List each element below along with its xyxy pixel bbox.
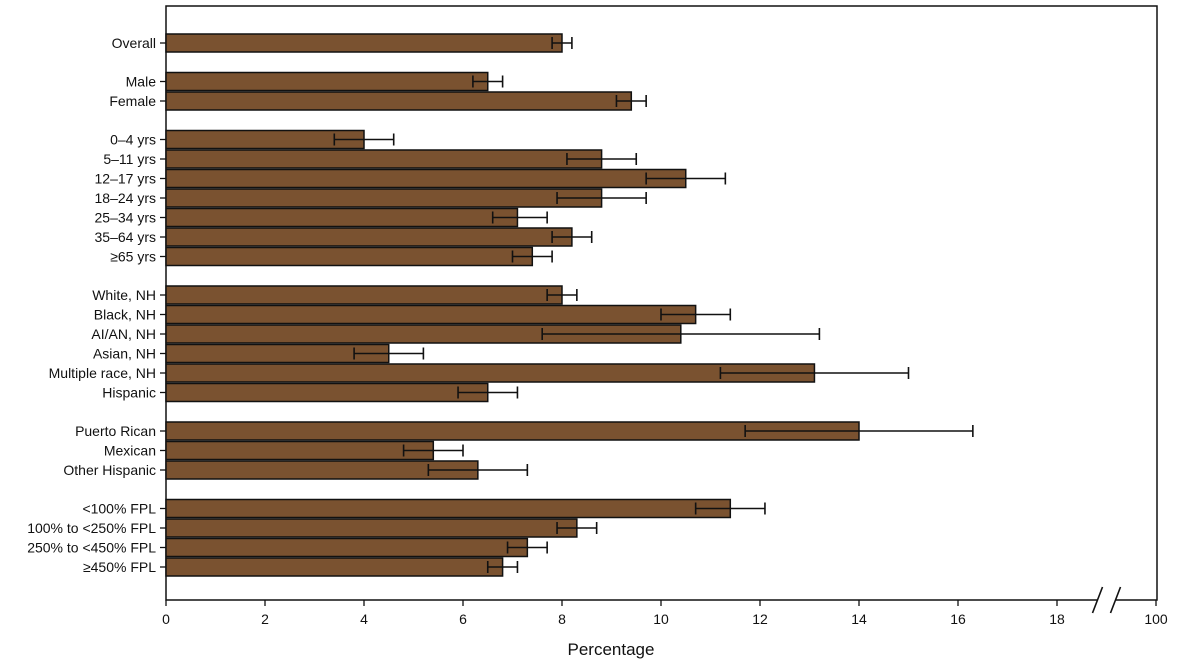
axis-break-marker [1091, 584, 1122, 614]
bar [165, 557, 504, 577]
x-axis: 0 2 4 6 8 10 12 14 16 18 100 [162, 600, 1168, 627]
category-label: 100% to <250% FPL [27, 520, 156, 536]
bar [165, 91, 633, 111]
category-label: ≥65 yrs [110, 249, 156, 265]
category-label: 5–11 yrs [103, 151, 156, 167]
bar [165, 207, 519, 228]
category-label: Multiple race, NH [49, 365, 156, 381]
category-label: Hispanic [102, 385, 156, 401]
category-label: 0–4 yrs [110, 132, 156, 148]
category-label: Other Hispanic [63, 462, 156, 478]
bar [165, 227, 573, 247]
category-label: Female [109, 93, 156, 109]
bar [165, 71, 489, 92]
category-label: <100% FPL [82, 501, 156, 517]
axis-break-slash [1091, 586, 1104, 614]
category-label: ≥450% FPL [83, 559, 156, 575]
axis-break-slash [1109, 586, 1122, 614]
x-tick-label: 100 [1144, 611, 1168, 627]
bars-layer [165, 33, 860, 577]
bar [165, 149, 603, 169]
bar [165, 246, 534, 267]
bar [165, 440, 435, 461]
x-tick-label: 10 [653, 611, 669, 627]
x-tick-label: 2 [261, 611, 269, 627]
x-tick-label: 6 [459, 611, 467, 627]
x-tick-label: 4 [360, 611, 368, 627]
x-tick-label: 18 [1049, 611, 1065, 627]
category-label: 12–17 yrs [95, 171, 156, 187]
category-label: Puerto Rican [75, 423, 156, 439]
bar [165, 304, 697, 325]
bar [165, 537, 529, 558]
bar [165, 188, 603, 208]
category-label: Overall [112, 35, 156, 51]
bar [165, 168, 687, 189]
x-tick-label: 14 [851, 611, 867, 627]
x-tick-label: 12 [752, 611, 768, 627]
x-tick-label: 16 [950, 611, 966, 627]
axis-break-gap [1097, 584, 1116, 614]
x-tick-label: 0 [162, 611, 170, 627]
bar [165, 363, 816, 383]
bar [165, 33, 563, 53]
bar [165, 518, 578, 538]
category-label: 250% to <450% FPL [27, 540, 156, 556]
category-label: 35–64 yrs [95, 229, 156, 245]
category-label: White, NH [92, 287, 156, 303]
category-label: Male [126, 74, 157, 90]
category-label: 25–34 yrs [95, 210, 156, 226]
bar [165, 382, 489, 403]
error-bars-layer [333, 37, 974, 573]
x-tick-label: 8 [558, 611, 566, 627]
category-label: Mexican [104, 443, 156, 459]
bar [165, 498, 732, 519]
category-label: 18–24 yrs [95, 190, 156, 206]
category-labels: Overall Male Female 0–4 yrs 5–11 yrs 12–17 yr… [27, 35, 166, 575]
bar [165, 285, 563, 305]
category-label: Black, NH [94, 307, 156, 323]
category-label: AI/AN, NH [91, 326, 156, 342]
x-axis-title: Percentage [568, 640, 655, 659]
category-label: Asian, NH [93, 346, 156, 362]
